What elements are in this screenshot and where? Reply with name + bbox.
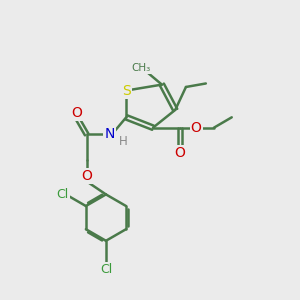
Text: N: N (104, 128, 115, 141)
Text: H: H (119, 135, 128, 148)
Text: Cl: Cl (56, 188, 69, 201)
Text: O: O (174, 146, 185, 160)
Text: Cl: Cl (100, 263, 112, 276)
Text: O: O (81, 169, 92, 183)
Text: O: O (71, 106, 82, 120)
Text: S: S (122, 84, 130, 98)
Text: O: O (190, 121, 202, 135)
Text: CH₃: CH₃ (131, 63, 151, 73)
